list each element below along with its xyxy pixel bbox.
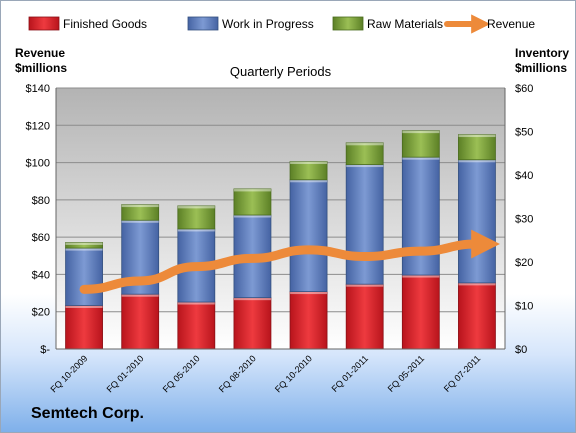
bar-finished-goods [121,293,160,350]
bar-finished-goods [233,297,272,350]
legend: Finished Goods Work in Progress Raw Materi… [28,14,535,34]
right-tick-label: $50 [515,127,533,139]
right-tick-label: $20 [515,257,533,269]
right-tick-label: $30 [515,214,533,226]
bar-raw-materials [345,142,384,165]
bar-highlight [402,130,440,134]
bar-work-in-progress [458,159,496,284]
right-axis-title: $millions [515,61,567,75]
bar-finished-goods [177,301,216,350]
bar-work-in-progress [289,179,328,292]
bar-highlight [402,157,440,160]
category-tick-label: FQ 10-2010 [273,353,314,394]
right-tick-label: $10 [515,301,533,313]
bar-highlight [65,242,103,245]
revenue-line [79,229,500,294]
right-tick-label: $60 [515,83,533,95]
bar-raw-materials [177,205,216,230]
bar-highlight [290,161,328,165]
bar-raw-materials [233,188,272,216]
bar-highlight [121,220,159,223]
legend-label-revenue: Revenue [487,17,535,31]
bar-finished-goods [289,291,328,350]
legend-swatch-finished-goods [28,16,60,31]
left-tick-label: $100 [26,158,50,170]
legend-label-finished-goods: Finished Goods [63,17,147,31]
bar-highlight [346,284,384,287]
bar-finished-goods [65,305,103,350]
left-axis-title: Revenue [15,46,65,60]
category-tick-label: FQ 05-2011 [386,353,427,394]
right-axis-title: Inventory [515,46,569,60]
bar-highlight [65,305,103,308]
company-name: Semtech Corp. [31,405,144,422]
bar-raw-materials [121,204,160,221]
revenue-series-line [79,229,500,294]
legend-swatch-raw-materials [332,16,364,31]
left-tick-label: $80 [32,195,50,207]
bar-highlight [233,188,271,192]
legend-swatch-work-in-progress [187,16,219,31]
bar-raw-materials [65,242,103,249]
category-tick-label: FQ 10-2009 [48,353,89,394]
bar-raw-materials [289,161,328,181]
bar-highlight [233,297,271,301]
bar-raw-materials [458,134,496,161]
bar-highlight [121,204,159,208]
category-tick-label: FQ 01-2011 [330,353,371,394]
left-tick-label: $60 [32,232,50,244]
category-tick-label: FQ 07-2011 [442,353,483,394]
bar-highlight [346,164,384,168]
bar-raw-materials [401,130,440,158]
category-tick-label: FQ 05-2010 [161,353,202,394]
bar-highlight [290,291,328,295]
left-tick-label: $40 [32,269,50,281]
left-tick-label: $- [40,344,50,356]
bar-highlight [458,282,496,286]
legend-label-work-in-progress: Work in Progress [222,17,314,31]
bar-work-in-progress [345,164,384,285]
bar-highlight [346,142,384,146]
left-tick-label: $140 [26,83,50,95]
right-tick-label: $0 [515,344,527,356]
bar-work-in-progress [401,156,440,276]
bar-highlight [402,275,440,278]
left-axis-title: $millions [15,61,67,75]
right-tick-label: $40 [515,170,533,182]
bar-highlight [177,302,215,305]
axis-titles: Quarterly PeriodsRevenue$millionsInvento… [15,46,569,79]
bar-highlight [121,294,159,297]
bars [65,130,496,350]
bar-highlight [458,159,496,163]
legend-label-raw-materials: Raw Materials [367,17,443,31]
bar-finished-goods [401,274,440,350]
bar-highlight [290,179,328,183]
bar-highlight [177,228,215,232]
category-tick-label: FQ 08-2010 [217,353,258,394]
category-tick-label: FQ 01-2010 [105,353,146,394]
bar-finished-goods [345,283,384,350]
left-tick-label: $120 [26,120,50,132]
bar-work-in-progress [65,247,103,306]
bar-highlight [65,248,103,251]
bar-highlight [458,134,496,138]
left-tick-label: $20 [32,307,50,319]
bar-highlight [177,205,215,209]
chart-title: Quarterly Periods [230,64,332,79]
bar-highlight [233,215,271,218]
bar-finished-goods [458,282,496,350]
